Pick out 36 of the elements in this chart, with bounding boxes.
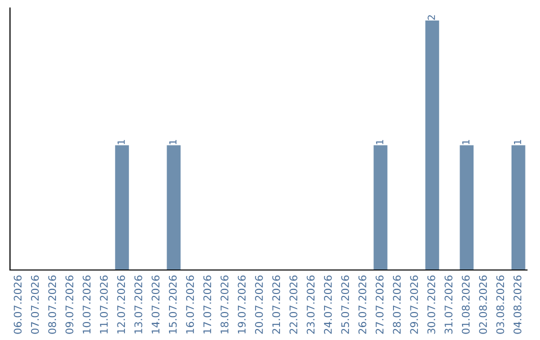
x-tick-label: 17.07.2026	[203, 276, 212, 334]
x-tick-label: 08.07.2026	[48, 276, 56, 334]
x-tick-label: 10.07.2026	[82, 276, 91, 334]
data-label: 1	[376, 140, 384, 144]
x-tick-label: 15.07.2026	[168, 276, 177, 334]
x-tick-label: 14.07.2026	[152, 276, 160, 334]
x-tick-label: 25.07.2026	[341, 276, 350, 334]
x-tick-label: 29.07.2026	[410, 276, 418, 334]
data-label: 1	[169, 140, 176, 144]
x-tick-label: 19.07.2026	[238, 276, 246, 334]
x-tick-label: 04.08.2026	[514, 276, 522, 334]
x-tick-label: 27.07.2026	[376, 276, 384, 334]
x-tick-label: 11.07.2026	[100, 276, 108, 334]
x-tick-label: 03.08.2026	[496, 276, 504, 334]
data-label: 1	[514, 140, 522, 144]
x-tick-label: 24.07.2026	[324, 276, 332, 334]
x-tick-label: 21.07.2026	[272, 276, 280, 334]
x-tick-label: 20.07.2026	[255, 276, 263, 334]
x-tick-label: 26.07.2026	[358, 276, 366, 334]
x-tick-label: 01.08.2026	[462, 276, 470, 334]
x-tick-label: 22.07.2026	[289, 276, 298, 334]
x-tick-label: 18.07.2026	[220, 276, 228, 334]
x-tick-label: 02.08.2026	[479, 276, 487, 334]
x-tick-label: 09.07.2026	[65, 276, 74, 334]
x-tick-label: 16.07.2026	[186, 276, 194, 334]
x-tick-label: 28.07.2026	[392, 276, 401, 334]
x-tick-label: 31.07.2026	[444, 276, 452, 334]
data-label: 1	[462, 140, 470, 144]
data-label: 2	[428, 15, 435, 20]
x-tick-label: 30.07.2026	[427, 276, 436, 334]
x-tick-label: 06.07.2026	[14, 276, 22, 334]
x-tick-label: 23.07.2026	[306, 276, 315, 334]
data-label: 1	[118, 140, 125, 144]
x-tick-label: 12.07.2026	[117, 276, 126, 334]
x-tick-label: 07.07.2026	[30, 276, 39, 334]
x-tick-label: 13.07.2026	[134, 276, 142, 334]
